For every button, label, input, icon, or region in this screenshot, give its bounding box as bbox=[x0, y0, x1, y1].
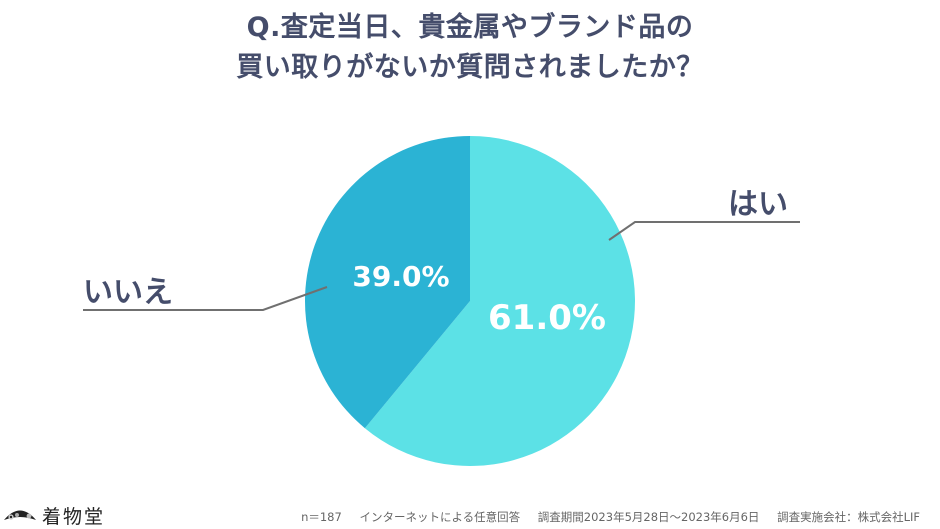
pie-slice-yes bbox=[364, 136, 635, 466]
chart-title-line-2: 買い取りがないか質問されましたか？ bbox=[236, 52, 704, 83]
category-label-yes: はい bbox=[728, 187, 788, 222]
category-label-no: いいえ bbox=[83, 275, 173, 310]
percent-label-no: 39.0% bbox=[352, 260, 449, 293]
brand-name: 着物堂 bbox=[42, 505, 106, 528]
chart-title: Q.査定当日、貴金属やブランド品の 買い取りがないか質問されましたか？ bbox=[0, 8, 940, 88]
pie-slice-no bbox=[304, 135, 470, 429]
brand-logo: 着物堂 bbox=[2, 504, 106, 528]
survey-footnote: n＝187 インターネットによる任意回答 調査期間2023年5月28日～2023… bbox=[301, 509, 920, 525]
percent-label-yes: 61.0% bbox=[488, 298, 606, 338]
survey-period: 調査期間2023年5月28日～2023年6月6日 bbox=[537, 510, 760, 524]
footer: 着物堂 n＝187 インターネットによる任意回答 調査期間2023年5月28日～… bbox=[0, 500, 940, 529]
chart-title-line-1: Q.査定当日、貴金属やブランド品の bbox=[246, 12, 694, 43]
leader-line-no bbox=[83, 286, 328, 311]
leader-line-yes bbox=[608, 221, 800, 241]
sample-size: n＝187 bbox=[301, 510, 342, 524]
folding-fan-icon bbox=[4, 510, 36, 520]
survey-company: 調査実施会社：株式会社LIF bbox=[777, 510, 920, 524]
survey-method: インターネットによる任意回答 bbox=[359, 510, 521, 524]
